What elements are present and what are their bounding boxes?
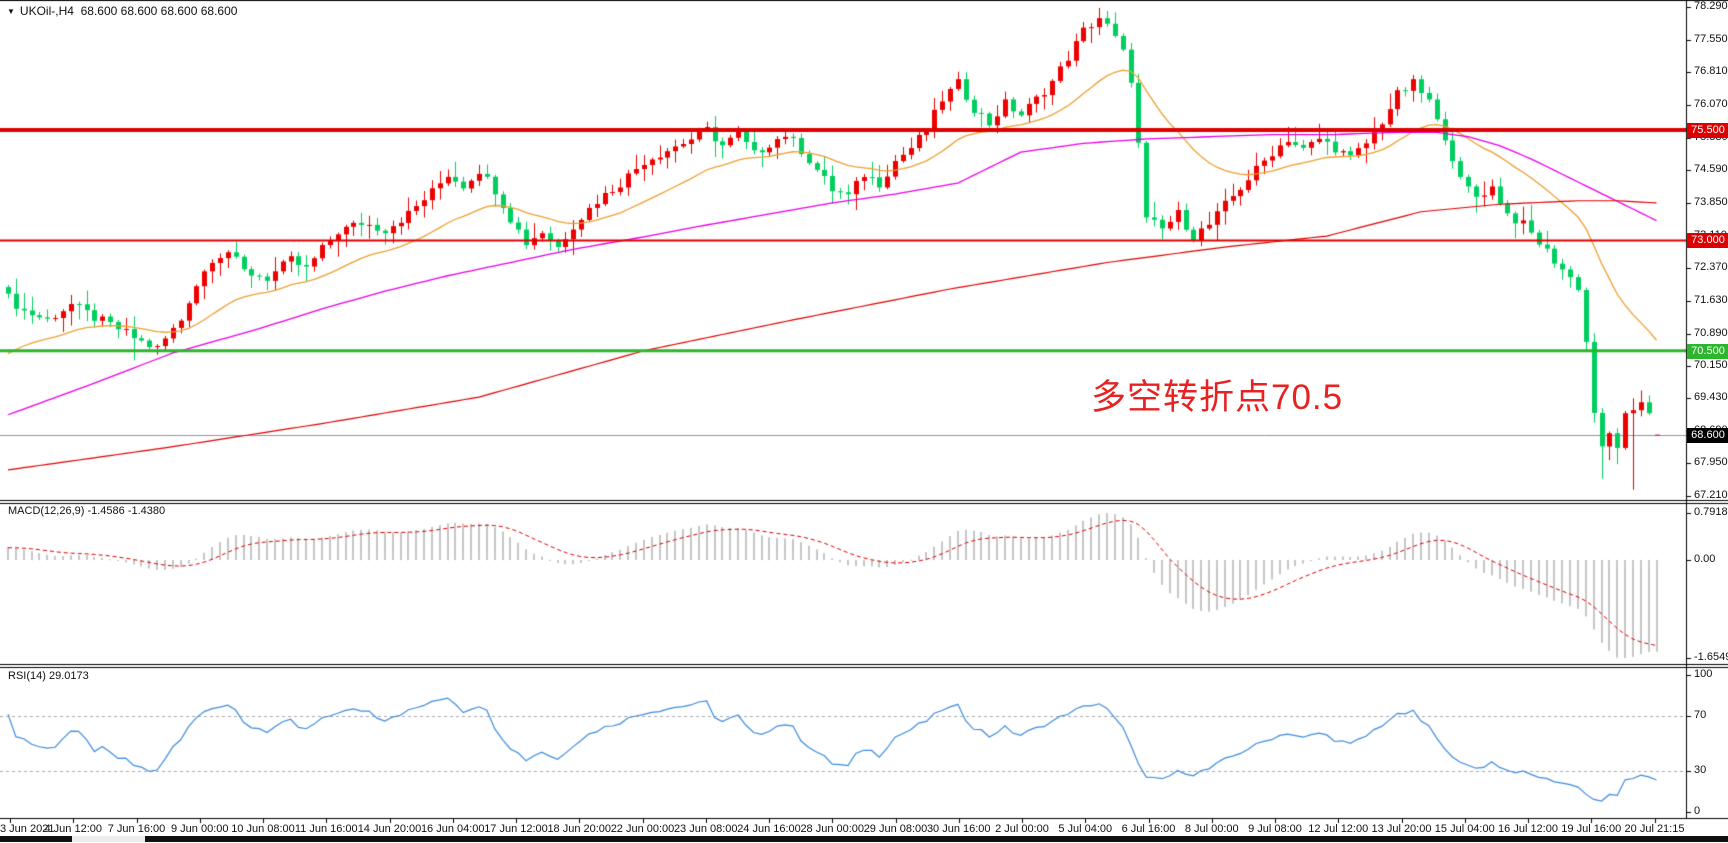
ohlc-values: 68.600 68.600 68.600 68.600 [80, 4, 238, 18]
price-tick-label: 73.850 [1694, 195, 1728, 208]
price-tick-label: 78.290 [1694, 0, 1728, 12]
price-tick-label: 77.550 [1694, 32, 1728, 45]
macd-tick-label: -1.6549 [1694, 651, 1728, 664]
time-tick-label: 24 Jun 16:00 [737, 823, 801, 835]
time-tick-label: 16 Jul 12:00 [1498, 823, 1558, 835]
price-badge: 68.600 [1687, 427, 1728, 443]
rsi-tick-label: 0 [1694, 805, 1701, 817]
macd-indicator-label: MACD(12,26,9) -1.4586 -1.4380 [8, 505, 166, 517]
price-tick-label: 67.210 [1694, 488, 1728, 501]
time-tick-label: 8 Jul 00:00 [1184, 823, 1239, 835]
rsi-tick-label: 30 [1694, 763, 1707, 776]
price-badge: 75.500 [1687, 123, 1728, 139]
collapse-triangle-icon[interactable]: ▼ [7, 7, 15, 16]
price-badge: 70.500 [1687, 343, 1728, 359]
time-tick-label: 15 Jul 04:00 [1434, 823, 1495, 835]
time-tick-label: 13 Jul 20:00 [1371, 823, 1432, 835]
time-tick-label: 10 Jun 08:00 [231, 823, 295, 835]
time-tick-label: 11 Jun 16:00 [294, 823, 358, 835]
price-tick-label: 76.810 [1694, 65, 1728, 78]
time-tick-label: 5 Jul 04:00 [1058, 823, 1113, 835]
horizontal-scrollbar[interactable] [0, 836, 1728, 842]
symbol-timeframe-label: UKOil-,H4 [19, 4, 74, 18]
price-tick-label: 74.590 [1694, 163, 1728, 176]
time-tick-label: 30 Jun 16:00 [926, 823, 991, 835]
time-tick-label: 19 Jul 16:00 [1561, 823, 1622, 835]
time-tick-label: 16 Jun 04:00 [420, 823, 485, 835]
time-tick-label: 3 Jun 2021 [0, 823, 55, 835]
time-tick-label: 28 Jun 00:00 [800, 823, 865, 835]
time-tick-label: 14 Jun 20:00 [357, 823, 422, 835]
macd-tick-label: 0.7918 [1694, 506, 1728, 519]
time-tick-label: 18 Jun 20:00 [547, 823, 612, 835]
time-tick-label: 9 Jun 00:00 [171, 823, 229, 835]
time-tick-label: 6 Jul 16:00 [1121, 823, 1176, 835]
time-tick-label: 9 Jul 08:00 [1248, 823, 1302, 835]
rsi-indicator-label: RSI(14) 29.0173 [8, 670, 89, 682]
price-tick-label: 70.150 [1694, 359, 1728, 372]
price-badge: 73.000 [1687, 233, 1728, 249]
rsi-tick-label: 100 [1694, 668, 1713, 680]
time-tick-label: 20 Jul 21:15 [1624, 823, 1685, 835]
time-tick-label: 29 Jun 08:00 [863, 823, 928, 835]
rsi-tick-label: 70 [1694, 709, 1707, 722]
time-tick-label: 12 Jul 12:00 [1308, 823, 1369, 835]
scrollbar-thumb[interactable] [72, 836, 145, 842]
time-tick-label: 22 Jun 00:00 [610, 823, 675, 835]
chart-title: ▼ UKOil-,H4 68.600 68.600 68.600 68.600 [7, 4, 237, 18]
price-tick-label: 72.370 [1694, 261, 1728, 274]
time-tick-label: 4 Jun 12:00 [44, 823, 103, 835]
time-tick-label: 2 Jul 00:00 [995, 823, 1049, 835]
time-tick-label: 17 Jun 12:00 [484, 823, 548, 835]
price-tick-label: 70.890 [1694, 326, 1728, 339]
price-tick-label: 67.950 [1694, 456, 1728, 469]
time-tick-label: 23 Jun 08:00 [673, 823, 738, 835]
price-tick-label: 76.070 [1694, 97, 1728, 110]
price-tick-label: 71.630 [1694, 293, 1728, 306]
time-tick-label: 7 Jun 16:00 [107, 823, 166, 835]
price-tick-label: 69.430 [1694, 390, 1728, 403]
text-annotation: 多空转折点70.5 [1091, 378, 1344, 417]
macd-tick-label: 0.00 [1694, 553, 1716, 565]
